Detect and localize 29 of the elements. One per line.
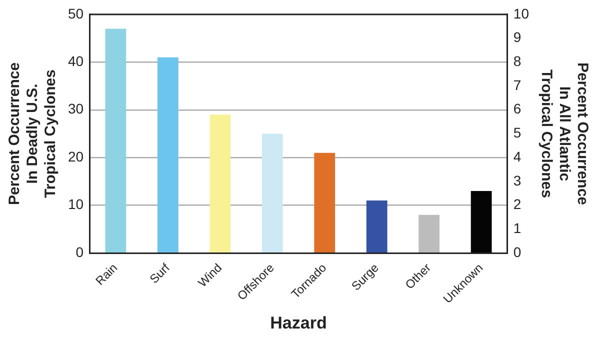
x-axis-title: Hazard	[270, 313, 327, 332]
bar	[314, 152, 336, 252]
y-tick-label: 40	[68, 52, 84, 69]
x-tick-label: Rain	[92, 260, 120, 288]
y2-tick-label: 6	[513, 100, 522, 117]
y-tick-label: 50	[68, 5, 84, 22]
bar	[470, 190, 492, 252]
y2-tick-label: 0	[513, 244, 522, 260]
y-axis-title: Percent Occurrence In Deadly U.S. Tropical Cyclones	[6, 62, 60, 206]
y-tick-label: 0	[76, 244, 84, 260]
bar	[418, 214, 440, 252]
bar	[105, 28, 126, 252]
y-tick-label: 10	[68, 196, 84, 212]
y2-tick-label: 4	[513, 148, 522, 164]
bar	[366, 200, 388, 252]
y2-tick-label: 7	[513, 76, 522, 93]
y-tick-label: 20	[68, 148, 84, 164]
y2-tick-label: 1	[513, 220, 522, 236]
y-tick-label: 30	[68, 100, 84, 117]
y2-tick-label: 3	[513, 172, 522, 188]
y2-tick-label: 10	[513, 5, 530, 22]
y2-tick-label: 9	[513, 29, 522, 46]
y2-tick-label: 2	[513, 196, 522, 212]
bar	[262, 134, 283, 252]
bar	[157, 57, 178, 252]
bar	[210, 114, 231, 252]
y2-tick-label: 5	[513, 124, 522, 141]
y2-tick-label: 8	[513, 52, 522, 69]
y2-axis-title: Percent Occurrence In All Atlantic Tropical Cyclones	[538, 62, 591, 206]
